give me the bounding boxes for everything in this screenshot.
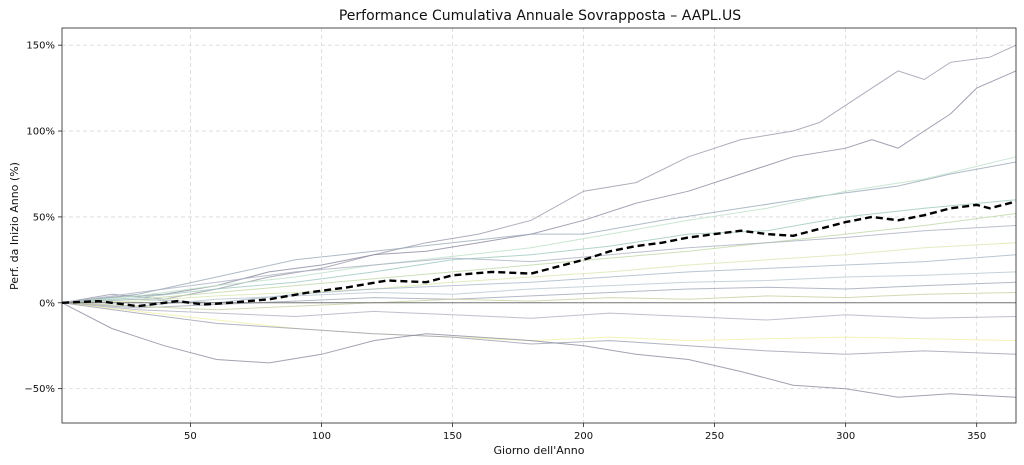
year-series-line-5: [61, 213, 1017, 304]
year-series-line-6: [61, 225, 1017, 304]
year-series-line-14: [61, 302, 1017, 355]
year-series-line-11: [61, 292, 1017, 311]
average-line-layer: [61, 200, 1017, 308]
grid-layer: [62, 28, 1016, 423]
y-axis-label: Perf. da Inizio Anno (%): [8, 162, 21, 290]
x-tick-label: 300: [836, 431, 855, 442]
x-tick-label: 150: [443, 431, 462, 442]
year-series-line-4: [61, 199, 1017, 304]
average-series-line: [61, 200, 1017, 308]
x-tick-label: 50: [184, 431, 197, 442]
y-tick-label: 100%: [26, 127, 55, 138]
y-tick-label: 50%: [33, 212, 55, 223]
y-tick-label: −50%: [24, 384, 55, 395]
year-series-line-0: [61, 44, 1017, 304]
year-series-line-15: [61, 302, 1017, 398]
year-series-line-9: [61, 271, 1017, 307]
year-series-line-7: [61, 242, 1017, 304]
plot-frame: [61, 27, 1017, 424]
x-tick-label: 200: [574, 431, 593, 442]
y-tick-label: 0%: [39, 298, 55, 309]
year-series-line-2: [61, 161, 1017, 304]
year-series-line-3: [61, 156, 1017, 304]
y-axis-ticks: −50% 0% 50% 100% 150%: [24, 41, 62, 395]
x-tick-label: 350: [967, 431, 986, 442]
chart-title: Performance Cumulativa Annuale Sovrappos…: [339, 8, 741, 24]
series-layer: [61, 44, 1017, 398]
x-tick-label: 250: [705, 431, 724, 442]
x-axis-label: Giorno dell'Anno: [494, 444, 585, 457]
x-tick-label: 100: [312, 431, 331, 442]
year-series-line-12: [61, 302, 1017, 321]
x-axis-ticks: 50 100 150 200 250 300 350: [184, 423, 986, 442]
y-tick-label: 150%: [26, 41, 55, 52]
